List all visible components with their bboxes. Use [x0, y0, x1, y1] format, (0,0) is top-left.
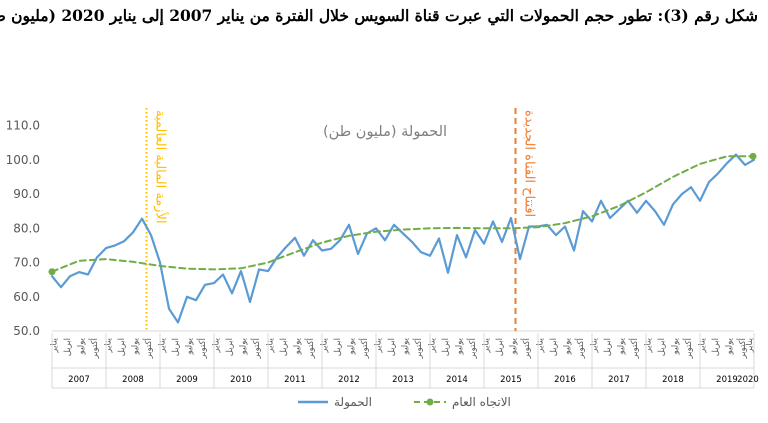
x-tick-label-month: يناير: [428, 337, 438, 353]
x-tick-label-month: يوليو: [401, 337, 411, 355]
x-tick-label-month: ابريل: [171, 338, 181, 356]
x-year-label: 2017: [608, 375, 630, 385]
y-tick-label: 90.0: [13, 187, 40, 201]
x-tick-label-month: يوليو: [455, 337, 465, 355]
x-tick-label-month: يناير: [212, 337, 222, 353]
x-tick-label-month: ابريل: [63, 338, 73, 356]
tonnage-line: [50, 153, 756, 324]
x-tick-label-month: ابريل: [333, 338, 343, 356]
x-tick-label-month: أكتوبر: [628, 338, 640, 359]
x-tick-label-month: يوليو: [185, 337, 195, 355]
x-tick-label-month: يوليو: [725, 337, 735, 355]
x-tick-label-month: يوليو: [131, 337, 141, 355]
event-annotations: الأزمة المالية العالمية افتتاح القناة الج…: [145, 108, 537, 331]
x-tick-label-month: يوليو: [77, 337, 87, 355]
x-tick-label-month: ابريل: [549, 338, 559, 356]
x-year-label: 2007: [68, 375, 90, 385]
x-tick-label-month: يناير: [698, 337, 708, 353]
legend-trend-marker: [426, 398, 434, 406]
x-year-label: 2014: [446, 375, 468, 385]
x-tick-label-month: يوليو: [239, 337, 249, 355]
x-tick-label-month: يناير: [536, 337, 546, 353]
y-tick-label: 60.0: [13, 290, 40, 304]
x-year-label: 2019: [716, 375, 738, 385]
y-tick-label: 70.0: [13, 256, 40, 270]
x-tick-label-month: أكتوبر: [196, 338, 208, 359]
x-tick-label-month: يناير: [644, 337, 654, 353]
trend-line: [51, 155, 755, 273]
x-year-label: 2010: [230, 375, 252, 385]
trend-point: [48, 268, 56, 276]
x-tick-label-month: يوليو: [509, 337, 519, 355]
x-tick-label-month: ابريل: [225, 338, 235, 356]
x-tick-label-month: أكتوبر: [682, 338, 694, 359]
x-tick-label-month: يناير: [745, 337, 755, 353]
x-tick-label-month: ابريل: [603, 338, 613, 356]
x-tick-label-month: يوليو: [617, 337, 627, 355]
x-tick-label-month: يناير: [482, 337, 492, 353]
x-axis: يناير ابريل يوليو أكتوبر يناير ابريل يوليو أكتو…: [50, 330, 759, 389]
x-year-label: 2020: [737, 375, 759, 385]
x-tick-label-month: ابريل: [387, 338, 397, 356]
x-tick-label-month: أكتوبر: [358, 338, 370, 359]
x-tick-label-month: أكتوبر: [412, 338, 424, 359]
x-tick-label-month: يناير: [320, 337, 330, 353]
x-year-label: 2011: [284, 375, 306, 385]
x-tick-label-month: ابريل: [657, 338, 667, 356]
legend-label: الحمولة: [334, 395, 372, 410]
x-year-label: 2015: [500, 375, 522, 385]
y-tick-label: 80.0: [13, 221, 40, 235]
x-year-label: 2012: [338, 375, 360, 385]
x-tick-label-month: ابريل: [117, 338, 127, 356]
trend-point: [749, 152, 757, 160]
x-tick-label-month: يناير: [266, 337, 276, 353]
chart-title: الحمولة (مليون طن): [323, 124, 447, 140]
x-year-label: 2016: [554, 375, 576, 385]
x-tick-label-month: يوليو: [293, 337, 303, 355]
event-label: افتتاح القناة الجديدة: [522, 110, 537, 217]
x-tick-label-month: أكتوبر: [304, 338, 316, 359]
x-tick-label-month: أكتوبر: [142, 338, 154, 359]
legend: الاتجاه العام الحمولة: [298, 395, 511, 410]
x-tick-label-month: ابريل: [711, 338, 721, 356]
x-tick-label-month: يناير: [374, 337, 384, 353]
x-tick-label-month: أكتوبر: [520, 338, 532, 359]
y-tick-label: 50.0: [13, 324, 40, 338]
x-year-label: 2018: [662, 375, 684, 385]
x-tick-label-month: أكتوبر: [88, 338, 100, 359]
event-label: الأزمة المالية العالمية: [153, 110, 170, 224]
x-tick-label-month: ابريل: [441, 338, 451, 356]
x-tick-label-month: يناير: [590, 337, 600, 353]
x-tick-label-month: يوليو: [347, 337, 357, 355]
y-axis: 50.0 60.0 70.0 80.0 90.0 100.0 110.0: [6, 119, 40, 339]
figure-caption: شكل رقم (3): تطور حجم الحمولات التي عبرت…: [0, 6, 758, 25]
x-tick-label-month: ابريل: [495, 338, 505, 356]
y-tick-label: 100.0: [6, 153, 40, 167]
x-tick-label-month: أكتوبر: [250, 338, 262, 359]
x-tick-label-month: يناير: [104, 337, 114, 353]
x-tick-label-month: أكتوبر: [466, 338, 478, 359]
x-tick-label-month: أكتوبر: [574, 338, 586, 359]
x-year-label: 2009: [176, 375, 198, 385]
x-tick-label-month: ابريل: [279, 338, 289, 356]
x-year-label: 2008: [122, 375, 144, 385]
legend-label: الاتجاه العام: [452, 395, 511, 409]
x-tick-label-month: يناير: [50, 337, 60, 353]
y-tick-label: 110.0: [6, 119, 40, 133]
x-tick-label-month: يوليو: [563, 337, 573, 355]
x-tick-label-month: يناير: [158, 337, 168, 353]
plot-area: [48, 152, 757, 324]
x-year-label: 2013: [392, 375, 414, 385]
x-tick-label-month: أكتوبر: [736, 338, 748, 359]
x-tick-label-month: يوليو: [671, 337, 681, 355]
